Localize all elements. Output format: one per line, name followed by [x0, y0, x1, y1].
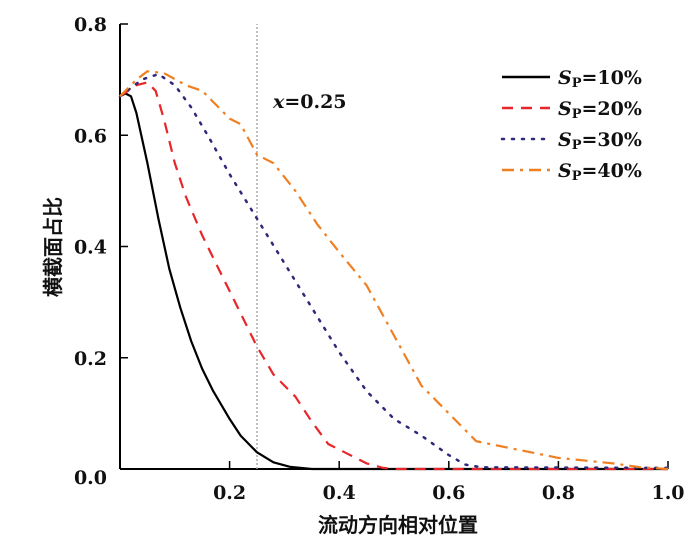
- legend-label-4: SP=40%: [558, 160, 642, 184]
- legend-label-3: SP=30%: [558, 129, 642, 153]
- legend-name-value: =10%: [582, 67, 642, 89]
- series-line-2: [119, 81, 668, 471]
- y-axis-label: 横截面占比: [41, 197, 65, 297]
- legend-name-sub: P: [572, 169, 582, 184]
- legend-name-var: S: [558, 129, 572, 151]
- x-tick-label: 0.2: [213, 482, 246, 504]
- x-tick-label: 0.6: [432, 482, 465, 504]
- legend-name-var: S: [558, 160, 572, 182]
- annotation-value: =0.25: [284, 91, 346, 113]
- y-tick-label: 0.0: [74, 467, 107, 489]
- series-line-3: [118, 72, 670, 470]
- annotation-label: x=0.25: [272, 91, 347, 113]
- y-tick-label: 0.4: [74, 237, 107, 259]
- legend-name-var: S: [558, 98, 572, 120]
- legend-name-sub: P: [572, 107, 582, 122]
- y-tick-label: 0.6: [74, 125, 107, 147]
- legend-label-2: SP=20%: [558, 98, 642, 122]
- legend-name-value: =20%: [582, 98, 642, 120]
- series-line-1: [119, 92, 668, 471]
- y-tick-label: 0.8: [74, 14, 107, 36]
- y-tick-label: 0.2: [74, 348, 107, 370]
- axes: 0.2 0.4 0.6 0.8 1.0 0.0 0.2 0.4 0.6 0.8: [74, 14, 685, 504]
- legend-name-value: =30%: [582, 129, 642, 151]
- x-tick-label: 0.4: [323, 482, 356, 504]
- annotation: x=0.25: [256, 24, 347, 469]
- series-lines: [118, 70, 670, 471]
- legend-label-1: SP=10%: [558, 67, 642, 91]
- x-tick-label: 1.0: [651, 482, 684, 504]
- legend-name-sub: P: [572, 138, 582, 153]
- annotation-variable: x: [272, 91, 285, 113]
- series-line-4: [119, 70, 669, 471]
- legend: SP=10%SP=20%SP=30%SP=40%: [500, 67, 642, 184]
- legend-name-value: =40%: [582, 160, 642, 182]
- x-tick-label: 0.8: [542, 482, 575, 504]
- legend-name-var: S: [558, 67, 572, 89]
- legend-name-sub: P: [572, 76, 582, 91]
- x-axis-label: 流动方向相对位置: [318, 513, 478, 537]
